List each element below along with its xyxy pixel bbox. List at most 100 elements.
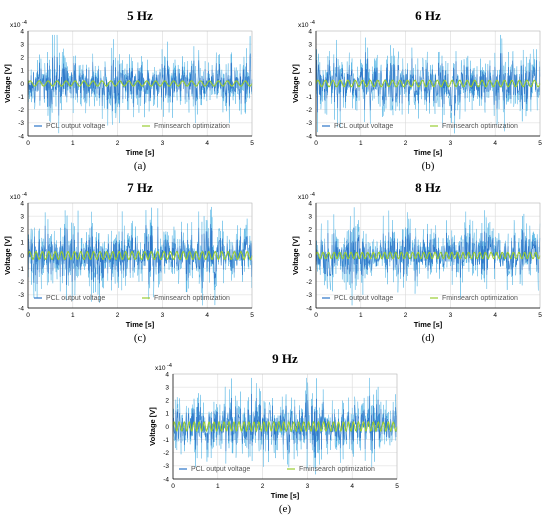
panel-caption: (a) [134,160,147,172]
chart-title: 8 Hz [415,180,441,195]
x-tick-label: 5 [395,483,399,490]
y-tick-label: 2 [20,55,24,62]
series-line-fminsearch-optimization [27,250,253,261]
y-tick-label: 4 [165,371,169,378]
x-tick-label: 0 [314,312,318,319]
y-axis-label: Voltage [V] [148,407,157,446]
x-tick-label: 5 [538,312,542,319]
y-tick-label: 2 [165,398,169,405]
x-tick-label: 5 [250,140,254,147]
x-tick-label: 5 [538,140,542,147]
y-tick-label: -4 [163,476,169,483]
y-tick-label: 4 [308,200,312,207]
chart-title: 6 Hz [415,8,441,23]
y-tick-label: 4 [308,28,312,35]
legend-label-pcl-output-voltage: PCL output voltage [191,466,250,473]
x-tick-label: 1 [71,140,75,147]
x-tick-label: 0 [314,140,318,147]
x-tick-label: 1 [359,312,363,319]
chart-title: 7 Hz [127,180,153,195]
x-axis-label: Time [s] [271,491,300,500]
legend-label-pcl-output-voltage: PCL output voltage [334,123,393,130]
y-tick-label: -4 [306,133,312,140]
y-tick-label: 1 [20,68,24,75]
series-line-fminsearch-optimization [315,79,541,88]
y-tick-label: 4 [20,200,24,207]
y-multiplier: x10 [298,194,309,201]
x-tick-label: 4 [205,312,209,319]
chart-title: 9 Hz [272,351,298,366]
x-axis-label: Time [s] [126,320,155,329]
y-tick-label: -2 [18,279,24,286]
x-tick-label: 1 [216,483,220,490]
x-tick-label: 2 [116,140,120,147]
y-tick-label: 1 [20,240,24,247]
y-tick-label: 3 [308,213,312,220]
y-tick-label: -2 [306,279,312,286]
y-tick-label: -4 [18,305,24,312]
y-multiplier-exponent: -4 [167,363,172,369]
x-tick-label: 0 [171,483,175,490]
y-tick-label: 0 [165,424,169,431]
y-tick-label: 3 [20,213,24,220]
series-line-fminsearch-optimization [315,251,541,260]
x-axis-label: Time [s] [414,320,443,329]
x-tick-label: 4 [493,312,497,319]
y-tick-label: -3 [18,292,24,299]
x-tick-label: 2 [116,312,120,319]
chart-panel-8hz: 8 Hz 4 3 2 1 0 -1 -2 -3 -4 0 1 2 3 4 5 x10 -4 Time [s] Volt… [288,172,550,344]
legend-label-fminsearch-optimization: Fminsearch optimization [442,295,518,302]
y-tick-label: 3 [308,41,312,48]
legend-label-pcl-output-voltage: PCL output voltage [46,295,105,302]
y-tick-label: -1 [306,94,312,101]
y-tick-label: -1 [163,437,169,444]
y-tick-label: 0 [20,253,24,260]
y-axis-label: Voltage [V] [291,236,300,275]
legend-label-fminsearch-optimization: Fminsearch optimization [442,123,518,130]
y-tick-label: 2 [20,227,24,234]
y-multiplier: x10 [298,22,309,29]
y-tick-label: -2 [163,450,169,457]
x-tick-label: 1 [71,312,75,319]
y-tick-label: -1 [306,266,312,273]
panel-caption: (e) [279,503,292,515]
y-tick-label: -4 [18,133,24,140]
y-tick-label: -3 [306,120,312,127]
y-multiplier: x10 [10,194,21,201]
y-tick-label: 3 [20,41,24,48]
y-tick-label: 2 [308,227,312,234]
x-tick-label: 2 [404,312,408,319]
y-multiplier-exponent: -4 [310,20,315,26]
x-tick-label: 3 [449,140,453,147]
x-tick-label: 4 [205,140,209,147]
x-tick-label: 0 [26,140,30,147]
x-tick-label: 3 [449,312,453,319]
y-tick-label: 4 [20,28,24,35]
chart-panel-9hz: 9 Hz 4 3 2 1 0 -1 -2 -3 -4 0 1 2 3 4 5 x10 -4 Time [s] Volt… [145,343,407,515]
panel-caption: (d) [422,332,435,344]
y-multiplier: x10 [155,365,166,372]
y-tick-label: -3 [306,292,312,299]
y-tick-label: 1 [308,68,312,75]
y-tick-label: -2 [18,107,24,114]
legend-label-fminsearch-optimization: Fminsearch optimization [299,466,375,473]
y-multiplier-exponent: -4 [22,20,27,26]
y-multiplier-exponent: -4 [310,192,315,198]
series-line-pcl-output-voltage [27,224,253,289]
x-tick-label: 2 [261,483,265,490]
panel-caption: (b) [422,160,435,172]
legend-label-fminsearch-optimization: Fminsearch optimization [154,295,230,302]
y-tick-label: -1 [18,94,24,101]
y-axis-label: Voltage [V] [3,64,12,103]
y-tick-label: 2 [308,55,312,62]
y-tick-label: 0 [308,253,312,260]
y-tick-label: 1 [165,411,169,418]
chart-title: 5 Hz [127,8,153,23]
x-tick-label: 4 [350,483,354,490]
legend-label-pcl-output-voltage: PCL output voltage [46,123,105,130]
y-tick-label: -1 [18,266,24,273]
